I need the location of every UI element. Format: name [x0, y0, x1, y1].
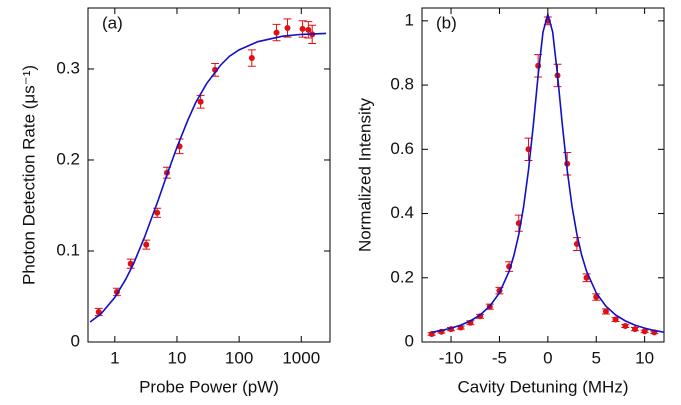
data-point	[299, 25, 306, 32]
y-tick-label: 0.6	[390, 139, 414, 158]
fit-line	[89, 32, 327, 323]
panel-label: (a)	[102, 13, 123, 32]
fit-line	[431, 11, 665, 334]
plot-frame	[87, 7, 331, 343]
x-tick-label: 1	[110, 348, 119, 367]
data-point	[197, 98, 204, 105]
data-point	[154, 209, 161, 216]
y-tick-label: 0.2	[390, 267, 414, 286]
y-tick-label: 0.3	[56, 58, 80, 77]
data-point	[612, 316, 619, 323]
x-tick-label: 1000	[282, 348, 320, 367]
y-tick-label: 0	[405, 331, 414, 350]
y-tick-label: 0.1	[56, 240, 80, 259]
data-point	[273, 29, 280, 36]
data-point	[602, 308, 609, 315]
x-tick-label: -10	[439, 348, 464, 367]
data-point	[305, 26, 312, 33]
data-point	[284, 25, 291, 32]
y-tick-label: 0.4	[390, 203, 414, 222]
y-tick-label: 1	[405, 10, 414, 29]
x-tick-label: 5	[592, 348, 601, 367]
data-point	[477, 313, 484, 320]
y-tick-label: 0	[71, 331, 80, 350]
x-tick-label: 0	[543, 348, 552, 367]
y-tick-label: 0.2	[56, 149, 80, 168]
x-tick-label: 10	[635, 348, 654, 367]
y-axis-label: Photon Detection Rate (μs⁻¹)	[19, 65, 38, 285]
data-point	[248, 55, 255, 62]
plot-frame	[421, 7, 665, 343]
x-tick-label: -5	[492, 348, 507, 367]
panel-label: (b)	[436, 13, 457, 32]
y-axis-label: Normalized Intensity	[355, 98, 374, 253]
x-tick-label: 100	[225, 348, 253, 367]
data-point	[631, 326, 638, 333]
y-tick-label: 0.8	[390, 75, 414, 94]
data-point	[622, 322, 629, 329]
x-axis-label: Probe Power (pW)	[139, 377, 279, 396]
x-tick-label: 10	[168, 348, 187, 367]
x-axis-label: Cavity Detuning (MHz)	[458, 377, 629, 396]
data-point	[143, 241, 150, 248]
data-point	[641, 328, 648, 335]
